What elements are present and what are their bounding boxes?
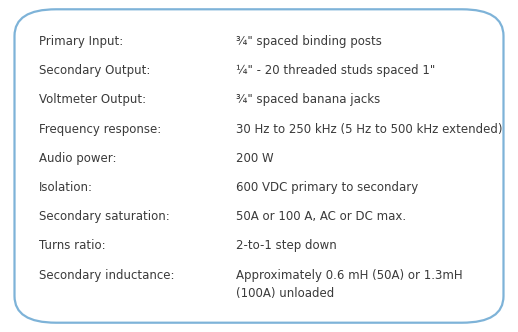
Text: Approximately 0.6 mH (50A) or 1.3mH
(100A) unloaded: Approximately 0.6 mH (50A) or 1.3mH (100…	[236, 269, 463, 299]
Text: 2-to-1 step down: 2-to-1 step down	[236, 239, 336, 252]
Text: Voltmeter Output:: Voltmeter Output:	[39, 93, 146, 106]
Text: Secondary saturation:: Secondary saturation:	[39, 210, 169, 223]
Text: 50A or 100 A, AC or DC max.: 50A or 100 A, AC or DC max.	[236, 210, 406, 223]
Text: ¾" spaced banana jacks: ¾" spaced banana jacks	[236, 93, 380, 106]
Text: Audio power:: Audio power:	[39, 152, 117, 165]
Text: Frequency response:: Frequency response:	[39, 123, 161, 135]
Text: 200 W: 200 W	[236, 152, 274, 165]
Text: ¼" - 20 threaded studs spaced 1": ¼" - 20 threaded studs spaced 1"	[236, 64, 435, 77]
Text: Primary Input:: Primary Input:	[39, 35, 123, 48]
Text: 600 VDC primary to secondary: 600 VDC primary to secondary	[236, 181, 418, 194]
Text: ¾" spaced binding posts: ¾" spaced binding posts	[236, 35, 382, 48]
Text: Secondary Output:: Secondary Output:	[39, 64, 150, 77]
Text: Secondary inductance:: Secondary inductance:	[39, 269, 175, 282]
Text: 30 Hz to 250 kHz (5 Hz to 500 kHz extended): 30 Hz to 250 kHz (5 Hz to 500 kHz extend…	[236, 123, 502, 135]
FancyBboxPatch shape	[15, 9, 503, 323]
Text: Turns ratio:: Turns ratio:	[39, 239, 106, 252]
Text: Isolation:: Isolation:	[39, 181, 93, 194]
